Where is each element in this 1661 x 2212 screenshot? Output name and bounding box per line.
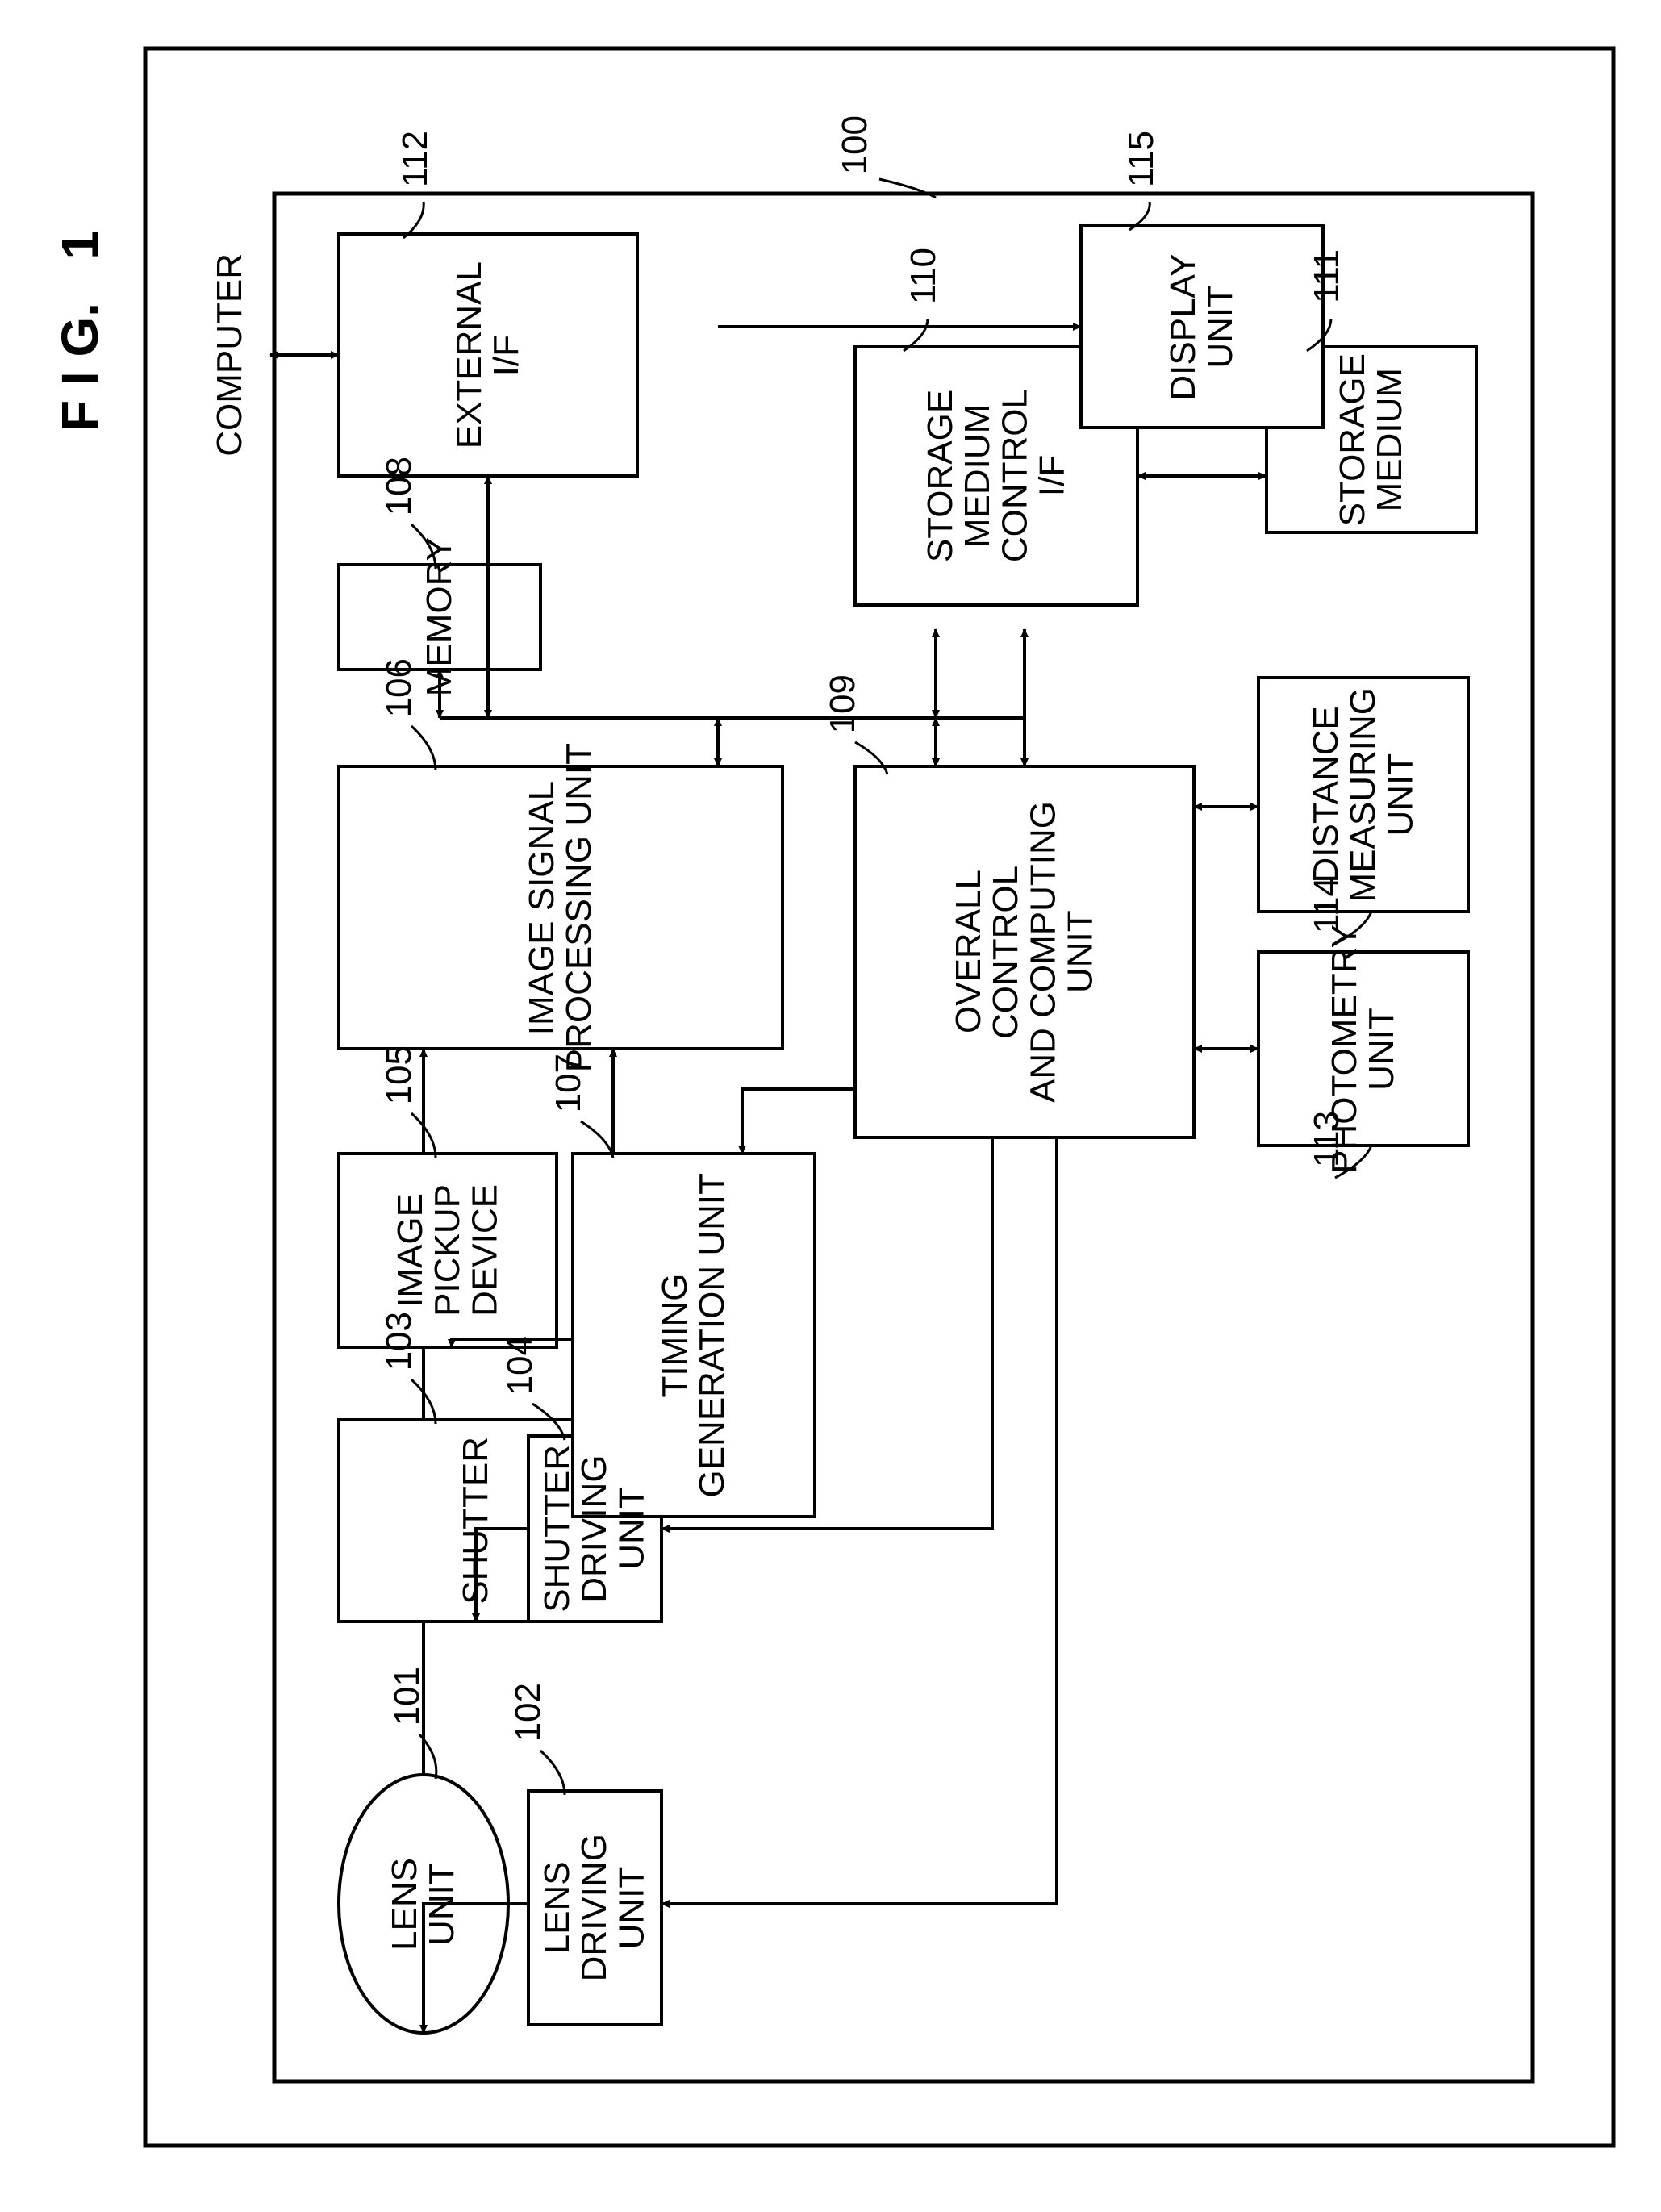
figure-stage: F I G. 1 100 LENS UNIT 101 LENS DRIVING UNIT… <box>0 0 1661 2212</box>
ref-109: 109 <box>807 682 879 726</box>
label-display: DISPLAY UNIT <box>1081 226 1323 428</box>
ref-102: 102 <box>492 1690 565 1734</box>
label-overall: OVERALL CONTROL AND COMPUTING UNIT <box>855 766 1194 1137</box>
leader-105 <box>411 1113 436 1158</box>
label-photometry: PHOTOMETRY UNIT <box>1258 952 1468 1146</box>
ref-107: 107 <box>532 1061 605 1105</box>
leader-102 <box>540 1751 565 1795</box>
ref-110: 110 <box>887 254 960 298</box>
ref-112: 112 <box>379 137 452 182</box>
ref-101: 101 <box>371 1674 444 1718</box>
arrow-overall-timing <box>742 1089 855 1154</box>
label-pickup: IMAGE PICKUP DEVICE <box>339 1154 557 1347</box>
label-isp: IMAGE SIGNAL PROCESSING UNIT <box>339 766 783 1049</box>
leader-106 <box>411 726 436 770</box>
figure-title: F I G. 1 <box>32 48 129 613</box>
label-timing: TIMING GENERATION UNIT <box>573 1154 815 1517</box>
figure-title-text: F I G. 1 <box>53 231 107 432</box>
label-extif: EXTERNAL I/F <box>339 234 637 476</box>
label-lens: LENS UNIT <box>339 1775 508 2033</box>
label-distance: DISTANCE MEASURING UNIT <box>1258 678 1468 912</box>
leader-103 <box>411 1379 436 1424</box>
leader-100 <box>879 179 936 198</box>
ref-104: 104 <box>484 1343 557 1388</box>
ref-105: 105 <box>363 1053 436 1097</box>
ref-114: 114 <box>1291 883 1363 928</box>
leader-101 <box>419 1734 436 1779</box>
label-computer: COMPUTER <box>206 234 254 476</box>
leader-112 <box>403 202 424 238</box>
leader-110 <box>904 319 928 351</box>
ref-100: 100 <box>823 121 887 169</box>
ref-115: 115 <box>1105 137 1178 182</box>
label-lens_drv: LENS DRIVING UNIT <box>528 1791 661 2025</box>
leader-107 <box>581 1121 613 1158</box>
ref-113: 113 <box>1291 1117 1363 1162</box>
label-memory: MEMORY <box>339 565 540 670</box>
